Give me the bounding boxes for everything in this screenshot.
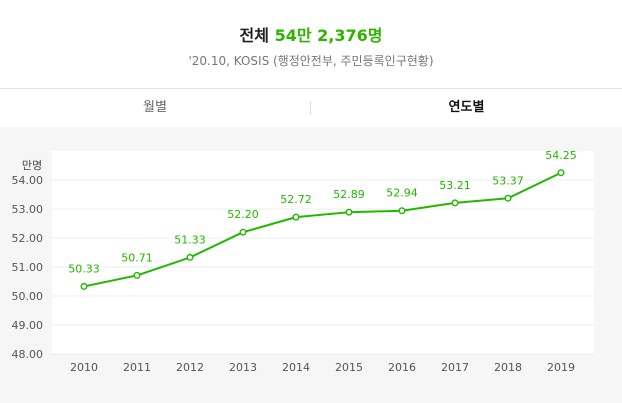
title-prefix: 전체: [239, 26, 269, 45]
data-label: 50.71: [121, 251, 153, 264]
y-tick-label: 52.00: [12, 232, 44, 245]
data-point[interactable]: [80, 282, 88, 290]
data-source: '20.10, KOSIS (행정안전부, 주민등록인구현황): [188, 54, 434, 68]
x-tick-label: 2010: [70, 361, 98, 374]
data-label: 53.21: [439, 179, 471, 192]
data-point[interactable]: [557, 169, 565, 177]
data-label: 52.94: [386, 187, 418, 200]
data-label: 52.20: [227, 208, 259, 221]
x-tick-label: 2014: [282, 361, 310, 374]
x-tick-label: 2017: [441, 361, 469, 374]
y-axis-ticks: 54.00 53.00 52.00 51.00 50.00 49.00 48.00: [12, 174, 44, 361]
data-point[interactable]: [451, 199, 459, 207]
tab-divider: [310, 101, 311, 115]
data-label: 50.33: [68, 262, 100, 275]
data-point[interactable]: [239, 228, 247, 236]
y-tick-label: 49.00: [12, 319, 44, 332]
y-tick-label: 54.00: [12, 174, 44, 187]
title-value: 54만 2,376명: [274, 26, 383, 45]
total-population-title: 전체 54만 2,376명: [0, 22, 622, 46]
data-label: 51.33: [174, 233, 206, 246]
x-tick-label: 2016: [388, 361, 416, 374]
data-point[interactable]: [292, 213, 300, 221]
x-tick-label: 2019: [547, 361, 575, 374]
plot-background: [52, 151, 594, 354]
y-tick-label: 51.00: [12, 261, 44, 274]
y-axis-label: 만명: [22, 159, 42, 172]
data-labels: 50.33 50.71 51.33 52.20 52.72 52.89 52.94 53.21…: [68, 149, 577, 276]
y-tick-label: 50.00: [12, 290, 44, 303]
summary-header: 전체 54만 2,376명 '20.10, KOSIS (행정안전부, 주민등록…: [0, 0, 622, 88]
tab-monthly[interactable]: 월별: [143, 100, 167, 115]
series-line: [83, 171, 562, 288]
data-point[interactable]: [398, 207, 406, 215]
x-tick-label: 2011: [123, 361, 151, 374]
data-label: 53.37: [492, 174, 524, 187]
x-tick-label: 2012: [176, 361, 204, 374]
data-points: [80, 169, 565, 290]
data-point[interactable]: [504, 194, 512, 202]
x-tick-label: 2018: [494, 361, 522, 374]
data-label: 52.72: [280, 193, 312, 206]
grid-lines: [52, 179, 594, 355]
data-label: 54.25: [545, 149, 577, 162]
data-point[interactable]: [133, 271, 141, 279]
y-tick-label: 53.00: [12, 203, 44, 216]
data-label: 52.89: [333, 188, 365, 201]
data-point[interactable]: [345, 208, 353, 216]
y-tick-label: 48.00: [12, 348, 44, 361]
data-point[interactable]: [186, 253, 194, 261]
tab-yearly[interactable]: 연도별: [448, 100, 485, 115]
x-tick-label: 2013: [229, 361, 257, 374]
x-tick-label: 2015: [335, 361, 363, 374]
x-axis-ticks: 2010 2011 2012 2013 2014 2015 2016 2017 2018 2019: [70, 361, 575, 374]
